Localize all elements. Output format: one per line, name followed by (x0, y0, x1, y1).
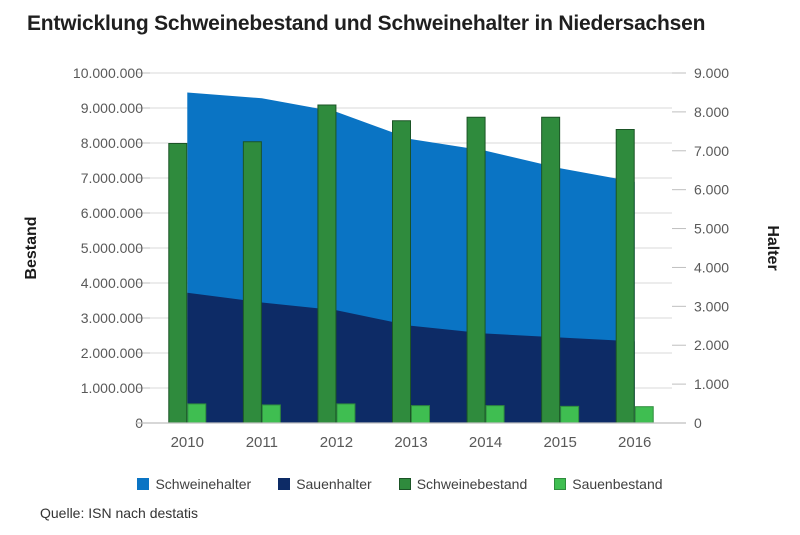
svg-text:2.000.000: 2.000.000 (81, 345, 143, 361)
svg-text:1.000.000: 1.000.000 (81, 380, 143, 396)
svg-text:9.000.000: 9.000.000 (81, 100, 143, 116)
legend-item-schweinebestand: Schweinebestand (398, 476, 528, 492)
svg-text:Bestand: Bestand (23, 216, 40, 279)
svg-text:2016: 2016 (618, 434, 651, 451)
svg-text:4.000.000: 4.000.000 (81, 275, 143, 291)
svg-text:2012: 2012 (320, 434, 353, 451)
svg-text:7.000.000: 7.000.000 (81, 170, 143, 186)
svg-text:6.000: 6.000 (694, 182, 729, 198)
svg-text:8.000.000: 8.000.000 (81, 135, 143, 151)
svg-text:2010: 2010 (171, 434, 204, 451)
svg-text:5.000: 5.000 (694, 221, 729, 237)
chart-legend: Schweinehalter Sauenhalter Schweinebesta… (0, 476, 800, 492)
legend-item-sauenbestand: Sauenbestand (554, 476, 663, 492)
legend-item-sauenhalter: Sauenhalter (278, 476, 372, 492)
svg-text:2014: 2014 (469, 434, 502, 451)
legend-item-schweinehalter: Schweinehalter (137, 476, 251, 492)
svg-text:6.000.000: 6.000.000 (81, 205, 143, 221)
svg-text:7.000: 7.000 (694, 143, 729, 159)
legend-label: Schweinehalter (155, 476, 252, 492)
legend-label: Sauenbestand (572, 476, 663, 492)
svg-text:2.000: 2.000 (694, 337, 729, 353)
source-caption: Quelle: ISN nach destatis (40, 505, 198, 521)
legend-label: Sauenhalter (296, 476, 372, 492)
svg-text:3.000.000: 3.000.000 (81, 310, 143, 326)
svg-text:2013: 2013 (394, 434, 427, 451)
svg-text:8.000: 8.000 (694, 104, 729, 120)
svg-text:Halter: Halter (764, 225, 781, 270)
svg-text:0: 0 (694, 415, 702, 431)
svg-text:4.000: 4.000 (694, 259, 729, 275)
svg-text:5.000.000: 5.000.000 (81, 240, 143, 256)
legend-swatch-schweinebestand-icon (398, 478, 411, 490)
svg-text:9.000: 9.000 (694, 65, 729, 81)
legend-swatch-schweinehalter-icon (137, 478, 150, 490)
legend-swatch-sauenhalter-icon (278, 478, 291, 490)
svg-text:1.000: 1.000 (694, 376, 729, 392)
svg-text:3.000: 3.000 (694, 298, 729, 314)
legend-swatch-sauenbestand-icon (554, 478, 567, 490)
svg-text:2011: 2011 (246, 434, 278, 451)
svg-text:2015: 2015 (543, 434, 576, 451)
legend-label: Schweinebestand (416, 476, 528, 492)
svg-text:10.000.000: 10.000.000 (73, 65, 143, 81)
chart-title: Entwicklung Schweinebestand und Schweine… (27, 12, 706, 35)
